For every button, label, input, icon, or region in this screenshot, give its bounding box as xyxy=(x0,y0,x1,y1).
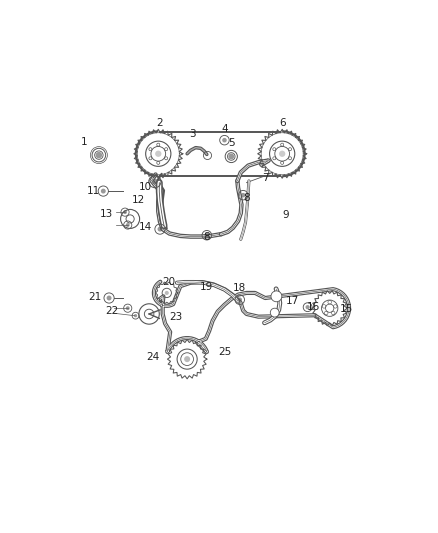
Circle shape xyxy=(237,297,242,302)
Text: 18: 18 xyxy=(233,283,247,293)
Circle shape xyxy=(158,227,162,231)
Circle shape xyxy=(134,314,137,317)
Text: 14: 14 xyxy=(139,222,152,232)
Circle shape xyxy=(222,138,227,142)
Text: 4: 4 xyxy=(221,124,228,134)
Circle shape xyxy=(126,306,130,310)
Circle shape xyxy=(228,154,234,159)
Circle shape xyxy=(152,179,158,184)
Text: 8: 8 xyxy=(243,193,250,203)
Circle shape xyxy=(241,193,245,197)
Text: 24: 24 xyxy=(147,352,160,362)
Text: 11: 11 xyxy=(86,186,100,196)
Text: 19: 19 xyxy=(200,282,213,292)
Circle shape xyxy=(123,210,127,214)
Circle shape xyxy=(270,308,279,317)
Circle shape xyxy=(205,233,209,238)
Text: 6: 6 xyxy=(279,118,286,128)
Circle shape xyxy=(306,305,310,309)
Circle shape xyxy=(95,152,102,158)
Text: 3: 3 xyxy=(190,130,196,140)
Text: 23: 23 xyxy=(170,312,183,322)
Text: 25: 25 xyxy=(218,348,231,357)
Circle shape xyxy=(126,223,130,227)
Text: 17: 17 xyxy=(286,296,299,306)
Text: 21: 21 xyxy=(88,292,102,302)
Text: 1: 1 xyxy=(81,137,88,147)
Text: 8: 8 xyxy=(204,232,210,242)
Text: 20: 20 xyxy=(162,277,176,287)
Text: 9: 9 xyxy=(282,210,289,220)
Text: 7: 7 xyxy=(262,173,268,182)
Circle shape xyxy=(184,356,190,362)
Circle shape xyxy=(271,291,282,302)
Circle shape xyxy=(279,151,285,157)
Text: 10: 10 xyxy=(139,182,152,192)
Circle shape xyxy=(101,189,106,193)
Circle shape xyxy=(106,296,112,301)
Text: 12: 12 xyxy=(132,195,145,205)
Circle shape xyxy=(165,291,169,295)
Text: 16: 16 xyxy=(307,302,320,311)
Text: 5: 5 xyxy=(228,138,235,148)
Text: 22: 22 xyxy=(105,305,118,316)
Text: 2: 2 xyxy=(156,118,162,128)
Circle shape xyxy=(155,151,162,157)
Text: 15: 15 xyxy=(340,304,353,314)
Text: 13: 13 xyxy=(100,209,113,219)
